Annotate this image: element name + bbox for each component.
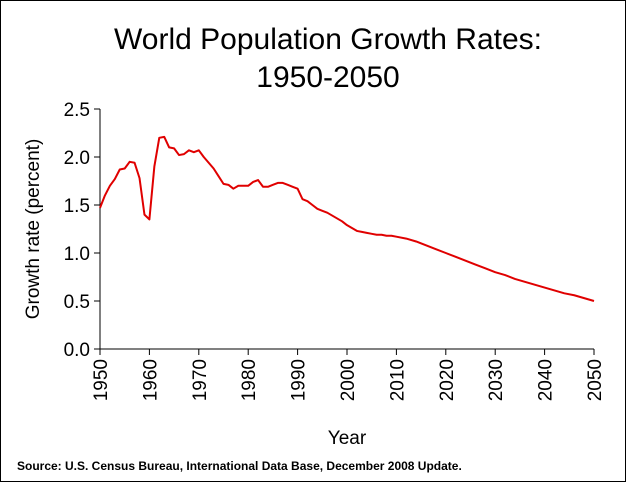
y-tick-label: 0.5	[64, 292, 90, 313]
y-tick-label: 1.0	[64, 244, 90, 265]
x-tick-label: 2020	[437, 359, 458, 401]
chart-title-line1: World Population Growth Rates:	[114, 23, 542, 56]
x-tick-label: 1980	[239, 359, 260, 401]
y-tick-label: 2.5	[64, 100, 90, 121]
chart-title-line2: 1950-2050	[256, 61, 399, 94]
axes	[99, 109, 594, 350]
y-tick-label: 1.5	[64, 196, 90, 217]
x-ticks: 1950 1960 1970 1980 1990 2000 2010 2020 2030 2040…	[91, 349, 606, 401]
x-tick-label: 2040	[536, 359, 557, 401]
x-tick-label: 1950	[91, 359, 112, 401]
x-tick-label: 2030	[486, 359, 507, 401]
x-tick-label: 1960	[140, 359, 161, 401]
x-tick-label: 2050	[585, 359, 606, 401]
x-tick-label: 1970	[190, 359, 211, 401]
source-note: Source: U.S. Census Bureau, Internationa…	[17, 459, 462, 473]
y-tick-label: 0.0	[64, 340, 90, 361]
y-axis-title: Growth rate (percent)	[23, 139, 44, 320]
x-tick-label: 1990	[289, 359, 310, 401]
x-tick-label: 2000	[338, 359, 359, 401]
y-tick-label: 2.0	[64, 148, 90, 169]
x-axis-title: Year	[328, 428, 367, 449]
x-tick-label: 2010	[387, 359, 408, 401]
series-line	[99, 135, 595, 302]
y-ticks: 0.0 0.5 1.0 1.5 2.0 2.5	[64, 100, 100, 361]
